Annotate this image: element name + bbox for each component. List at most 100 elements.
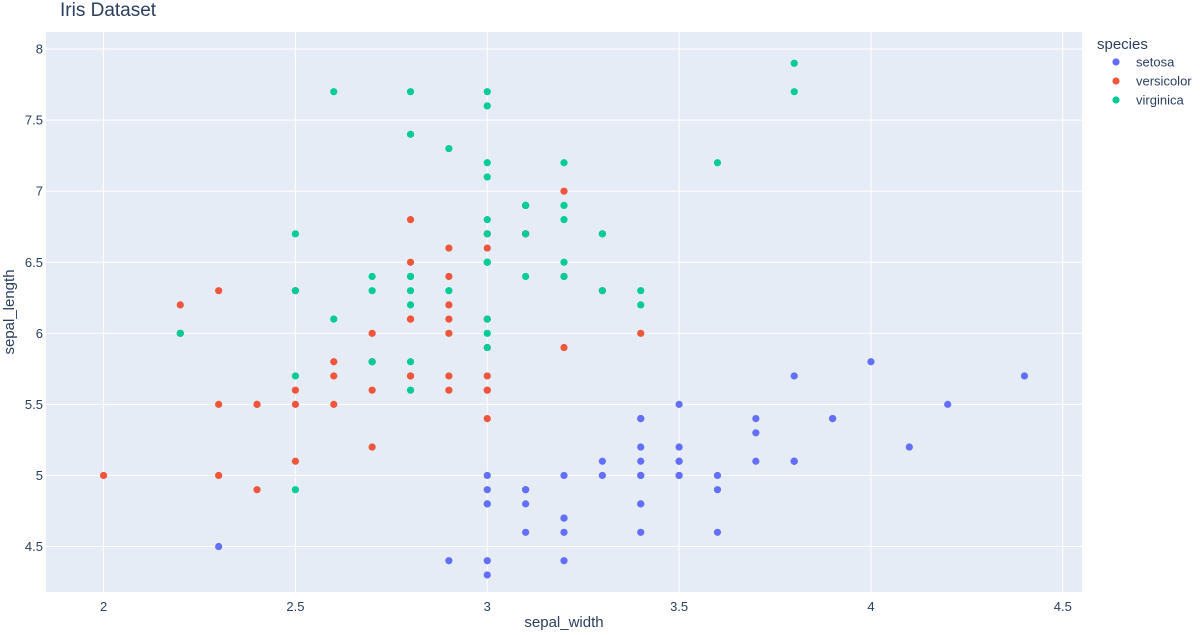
- data-point-setosa: [752, 414, 760, 423]
- data-point-versicolor: [483, 372, 491, 380]
- data-point-setosa: [637, 443, 645, 451]
- x-tick-label: 4: [867, 599, 874, 614]
- data-point-setosa: [790, 457, 798, 465]
- data-point-versicolor: [406, 216, 415, 224]
- data-point-virginica: [483, 88, 491, 96]
- y-tick-label: 6: [36, 326, 43, 341]
- data-point-virginica: [330, 315, 338, 323]
- data-point-virginica: [637, 287, 645, 295]
- data-point-versicolor: [368, 443, 376, 451]
- data-point-virginica: [445, 287, 453, 295]
- data-point-setosa: [215, 542, 223, 551]
- data-point-versicolor: [99, 471, 108, 480]
- data-point-virginica: [483, 329, 491, 337]
- data-point-virginica: [483, 216, 491, 224]
- data-point-setosa: [867, 358, 875, 366]
- data-point-versicolor: [368, 329, 376, 337]
- legend-items: setosa versicolor virginica: [1112, 55, 1192, 108]
- data-point-setosa: [752, 429, 760, 437]
- x-tick-label: 2.5: [286, 599, 304, 614]
- data-point-virginica: [445, 144, 453, 153]
- data-point-setosa: [560, 514, 568, 522]
- y-tick-label: 5.5: [25, 397, 43, 412]
- data-point-setosa: [560, 471, 568, 480]
- data-point-virginica: [406, 287, 415, 295]
- data-point-virginica: [522, 272, 530, 281]
- data-point-versicolor: [215, 287, 223, 295]
- data-point-virginica: [483, 258, 491, 266]
- data-point-virginica: [406, 358, 415, 366]
- data-point-setosa: [522, 500, 530, 508]
- data-point-virginica: [598, 287, 606, 295]
- data-point-versicolor: [330, 372, 338, 380]
- data-point-versicolor: [445, 301, 453, 309]
- data-point-virginica: [291, 372, 300, 380]
- data-point-versicolor: [253, 486, 261, 494]
- y-tick-label: 6.5: [25, 255, 43, 270]
- data-point-setosa: [598, 471, 606, 480]
- data-point-setosa: [713, 471, 722, 480]
- y-tick-label: 7: [36, 184, 43, 199]
- data-point-setosa: [598, 457, 606, 465]
- data-point-setosa: [637, 528, 645, 536]
- y-tick-label: 5: [36, 468, 43, 483]
- data-point-virginica: [713, 159, 722, 167]
- legend-label-versicolor: versicolor: [1136, 74, 1192, 89]
- data-point-virginica: [368, 272, 376, 281]
- y-tick-label: 7.5: [25, 113, 43, 128]
- data-point-virginica: [330, 88, 338, 96]
- data-point-setosa: [905, 443, 913, 451]
- data-point-virginica: [560, 272, 568, 281]
- chart-title: Iris Dataset: [60, 0, 157, 21]
- data-point-virginica: [560, 201, 568, 210]
- legend-label-setosa: setosa: [1136, 55, 1175, 70]
- x-tick-label: 4.5: [1054, 599, 1072, 614]
- data-point-setosa: [675, 400, 683, 408]
- data-point-versicolor: [291, 457, 300, 465]
- data-point-setosa: [522, 486, 530, 494]
- data-point-virginica: [483, 230, 491, 238]
- data-point-virginica: [291, 287, 300, 295]
- x-tick-label: 3: [484, 599, 491, 614]
- data-point-setosa: [445, 557, 453, 565]
- data-point-versicolor: [215, 471, 223, 480]
- data-point-setosa: [483, 471, 491, 480]
- data-point-virginica: [291, 486, 300, 494]
- legend-marker-versicolor: [1112, 77, 1120, 85]
- data-points: [99, 59, 1029, 579]
- data-point-versicolor: [637, 329, 645, 337]
- data-point-virginica: [406, 301, 415, 309]
- data-point-setosa: [944, 400, 952, 408]
- data-point-virginica: [406, 386, 415, 394]
- data-point-setosa: [1020, 372, 1029, 380]
- data-point-versicolor: [560, 343, 568, 352]
- legend: species setosa versicolor virginica: [1097, 36, 1192, 108]
- data-point-versicolor: [445, 329, 453, 337]
- data-point-setosa: [675, 443, 683, 451]
- grid-lines: [46, 32, 1082, 592]
- data-point-virginica: [368, 358, 376, 366]
- data-point-versicolor: [483, 386, 491, 394]
- x-tick-label: 3.5: [670, 599, 688, 614]
- data-point-virginica: [522, 201, 530, 210]
- data-point-versicolor: [445, 386, 453, 394]
- legend-marker-virginica: [1112, 96, 1120, 104]
- data-point-setosa: [483, 500, 491, 508]
- data-point-setosa: [560, 528, 568, 536]
- data-point-virginica: [406, 272, 415, 281]
- tick-labels: 2 2.5 3 3.5 4 4.5 4.5 5 5.5 6 6.5 7 7.5 8: [25, 42, 1072, 614]
- data-point-setosa: [522, 528, 530, 536]
- data-point-setosa: [560, 557, 568, 565]
- data-point-versicolor: [483, 244, 491, 252]
- data-point-setosa: [483, 571, 491, 579]
- data-point-setosa: [637, 500, 645, 508]
- data-point-versicolor: [406, 315, 415, 323]
- data-point-virginica: [560, 159, 568, 167]
- data-point-virginica: [483, 315, 491, 323]
- data-point-virginica: [522, 230, 530, 238]
- plot-background: [46, 32, 1082, 592]
- data-point-virginica: [483, 159, 491, 167]
- data-point-virginica: [483, 343, 491, 352]
